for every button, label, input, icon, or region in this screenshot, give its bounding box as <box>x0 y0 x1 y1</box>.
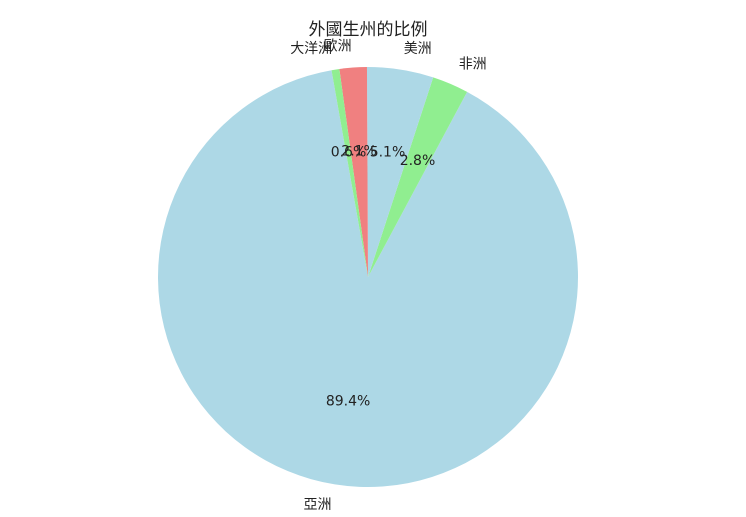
slice-percent-label-3: 2.1% <box>341 143 377 159</box>
slice-percent-label-2: 5.1% <box>370 145 406 161</box>
pie-slice-1 <box>368 77 468 278</box>
slice-percent-label-1: 2.8% <box>400 153 436 169</box>
slice-percent-label-4: 0.6% <box>331 145 367 161</box>
slice-percent-label-0: 89.4% <box>326 393 370 409</box>
slice-label-0: 亞洲 <box>304 497 332 513</box>
slice-label-1: 非洲 <box>459 57 487 73</box>
slice-label-3: 歐洲 <box>324 39 352 55</box>
pie-slice-4 <box>331 68 368 278</box>
pie-slice-0 <box>157 70 578 487</box>
pie-slice-2 <box>366 66 434 277</box>
slice-label-4: 大洋洲 <box>290 41 332 57</box>
chart-title: 外國生州的比例 <box>309 20 428 40</box>
pie-labels: 亞洲 89.4% 非洲 2.8% 美洲 5.1% 歐洲 2.1% 大洋洲 0.6% <box>290 39 487 513</box>
pie-slices <box>157 66 578 487</box>
slice-label-2: 美洲 <box>404 41 432 57</box>
pie-slice-3 <box>339 67 368 277</box>
